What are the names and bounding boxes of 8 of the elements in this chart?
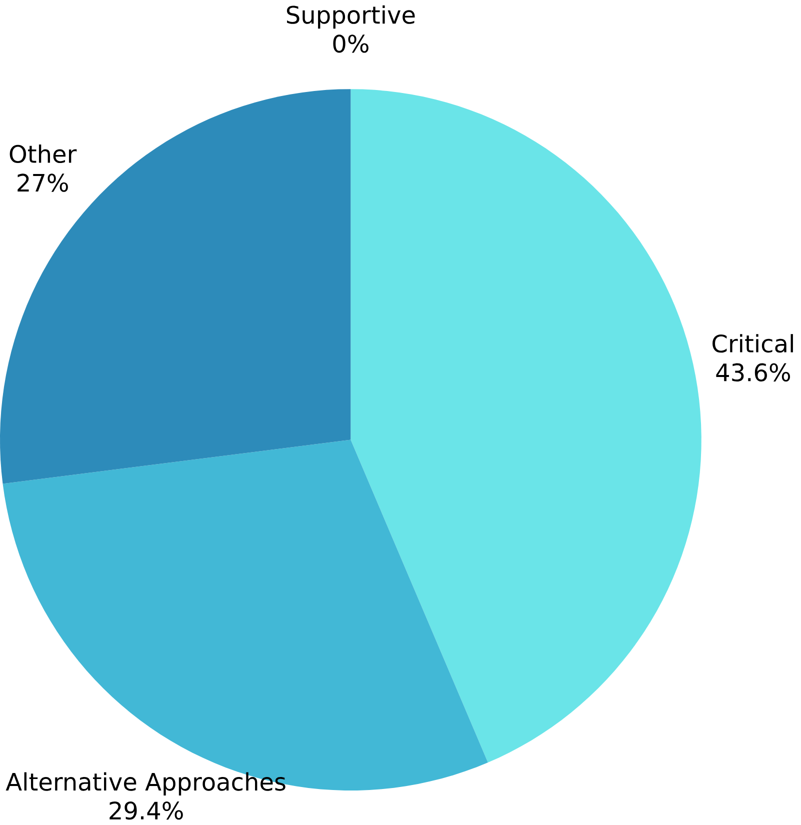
category-label: Supportive	[287, 5, 415, 29]
data-label: 43.6%	[716, 363, 790, 382]
data-label: 27%	[18, 174, 68, 192]
slice-label: Alternative Approaches	[6, 772, 286, 796]
slice-label: Other	[10, 144, 77, 164]
slice-label: Critical	[712, 334, 794, 353]
data-label: 29.4%	[110, 801, 184, 820]
text: 0%	[333, 34, 369, 53]
